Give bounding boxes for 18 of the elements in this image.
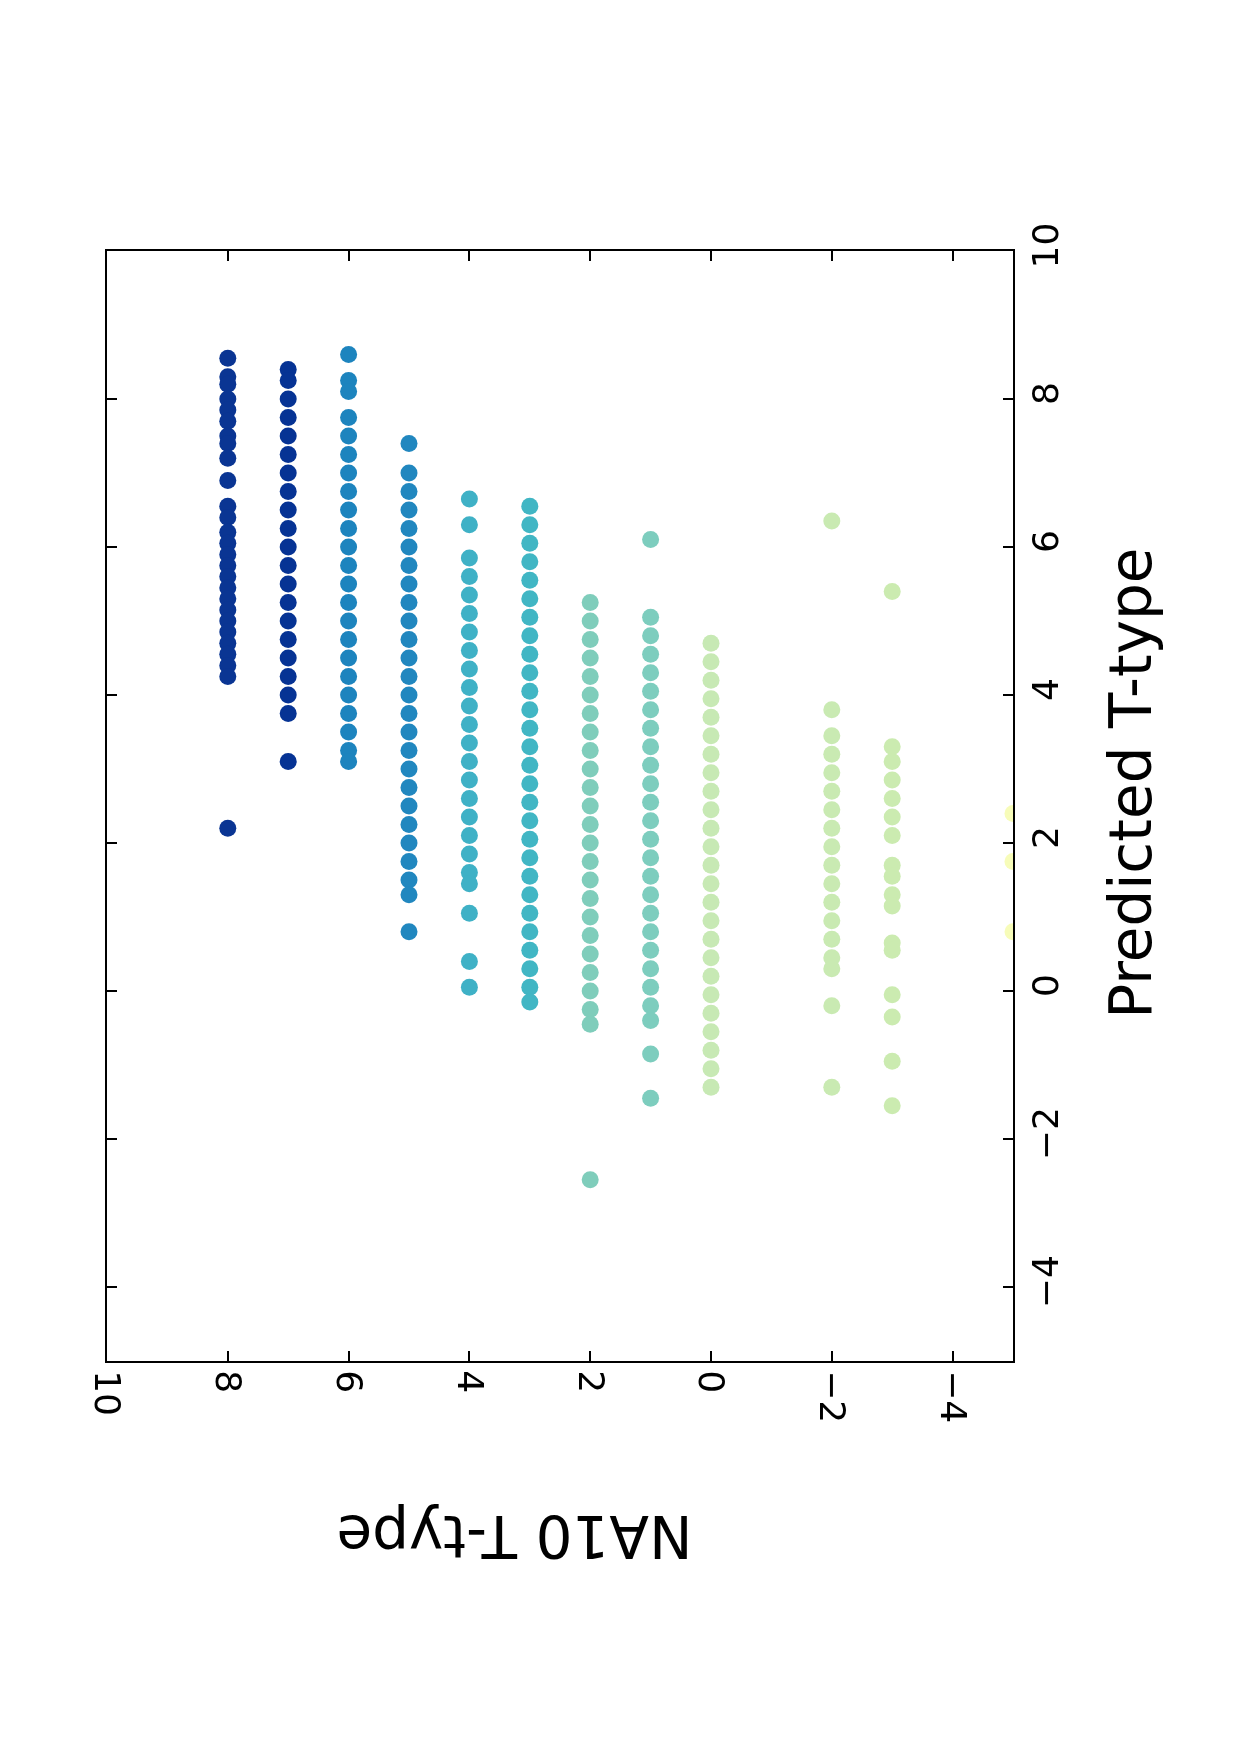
y-tick-label: 8	[1025, 382, 1067, 406]
y-tick-label: 0	[1025, 974, 1067, 998]
y-axis-title: Predicted T-type	[1097, 547, 1166, 1019]
x-tick-label: 8	[208, 1370, 250, 1394]
x-tick-label: −2	[812, 1370, 854, 1424]
x-tick-label: 4	[449, 1370, 491, 1394]
y-tick-label: −4	[1025, 1255, 1067, 1309]
y-tick-label: 2	[1025, 826, 1067, 850]
x-tick-label: 10	[87, 1370, 129, 1417]
y-tick-label: −2	[1025, 1107, 1067, 1161]
x-tick-label: 0	[691, 1370, 733, 1394]
x-tick-label: −4	[932, 1370, 974, 1424]
y-tick-label: 4	[1025, 678, 1067, 702]
y-tick-label: 10	[1025, 222, 1067, 269]
x-tick-label: 6	[328, 1370, 370, 1394]
x-axis-title: NA10 T-type	[336, 1501, 693, 1570]
y-tick-label: 6	[1025, 530, 1067, 554]
x-tick-label: 2	[570, 1370, 612, 1394]
